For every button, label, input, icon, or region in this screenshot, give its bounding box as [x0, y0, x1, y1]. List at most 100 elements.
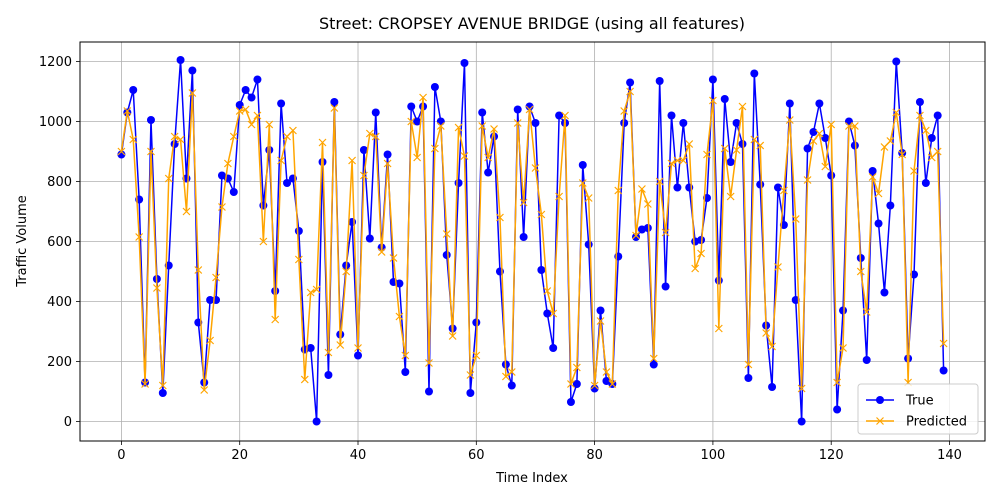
- predicted-point: [809, 137, 818, 145]
- predicted-point: [123, 107, 132, 115]
- predicted-point: [614, 186, 623, 195]
- true-point: [466, 389, 475, 397]
- predicted-point: [218, 203, 226, 211]
- predicted-point: [312, 285, 321, 294]
- predicted-point: [164, 174, 173, 183]
- predicted-point: [537, 210, 546, 219]
- true-point: [602, 377, 611, 385]
- predicted-point: [555, 192, 564, 201]
- predicted-point: [389, 254, 398, 262]
- predicted-point: [436, 122, 445, 130]
- predicted-point: [667, 159, 676, 168]
- predicted-point: [726, 192, 735, 201]
- predicted-point: [117, 147, 126, 156]
- true-point: [791, 296, 800, 304]
- predicted-point: [318, 138, 327, 147]
- predicted-point: [927, 153, 936, 162]
- true-point: [661, 282, 670, 291]
- true-point: [436, 117, 445, 126]
- true-point: [827, 171, 836, 180]
- predicted-line: [120, 90, 945, 391]
- true-point: [129, 86, 138, 94]
- predicted-point: [845, 122, 853, 130]
- true-point: [572, 380, 581, 388]
- true-point: [679, 119, 688, 127]
- true-point: [413, 117, 422, 126]
- ticks: 0 20 40 60 80 100 120 140 0 200 400 600 800 1000 1200: [39, 55, 962, 463]
- true-point: [797, 417, 806, 426]
- predicted-point: [229, 132, 238, 141]
- true-point: [933, 111, 942, 120]
- true-point: [714, 276, 723, 285]
- predicted-point: [756, 141, 765, 150]
- predicted-point: [383, 159, 392, 168]
- x-tick-label: 140: [937, 448, 962, 463]
- x-tick-label: 120: [819, 448, 844, 463]
- true-point: [430, 83, 439, 91]
- true-point: [750, 69, 759, 78]
- predicted-point: [336, 341, 345, 349]
- true-point: [543, 309, 552, 318]
- predicted-point: [324, 348, 333, 357]
- predicted-point: [507, 368, 516, 376]
- true-point: [525, 102, 534, 111]
- predicted-point: [821, 162, 830, 171]
- predicted-point: [407, 117, 416, 126]
- predicted-point: [874, 189, 883, 198]
- predicted-point: [223, 159, 232, 168]
- predicted-point: [359, 171, 368, 180]
- x-tick-label: 100: [700, 448, 725, 463]
- true-point: [809, 128, 818, 136]
- true-point: [910, 270, 919, 279]
- predicted-point: [306, 288, 315, 297]
- true-point: [395, 279, 404, 288]
- predicted-point: [939, 339, 948, 348]
- predicted-point: [862, 308, 871, 316]
- true-point: [708, 75, 717, 84]
- predicted-point: [632, 231, 640, 240]
- predicted-point: [472, 351, 481, 360]
- predicted-point: [294, 255, 303, 264]
- predicted-point: [649, 354, 658, 363]
- predicted-point: [868, 173, 877, 181]
- true-point: [241, 86, 250, 94]
- predicted-point: [401, 351, 410, 360]
- x-tick-label: 60: [468, 448, 485, 463]
- true-point: [590, 384, 599, 393]
- y-tick-label: 600: [47, 235, 72, 250]
- true-point: [555, 111, 564, 120]
- true-point: [738, 140, 747, 148]
- predicted-point: [277, 156, 286, 165]
- predicted-point: [513, 119, 522, 127]
- true-point: [217, 171, 226, 180]
- true-point: [839, 306, 848, 315]
- true-point: [354, 351, 363, 360]
- true-point: [880, 288, 889, 297]
- true-point: [472, 318, 481, 327]
- chart-title: Street: CROPSEY AVENUE BRIDGE (using all…: [319, 14, 745, 33]
- predicted-point: [152, 284, 161, 292]
- true-point: [206, 296, 215, 304]
- predicted-point: [354, 344, 362, 352]
- predicted-point: [300, 375, 309, 384]
- predicted-point: [714, 324, 723, 333]
- true-point: [744, 374, 753, 382]
- legend: True Predicted: [857, 383, 979, 435]
- true-point: [531, 119, 540, 127]
- predicted-point: [348, 156, 357, 165]
- true-point: [549, 344, 558, 352]
- predicted-point: [365, 129, 374, 138]
- predicted-point: [886, 137, 895, 145]
- predicted-point: [141, 380, 149, 388]
- true-point: [655, 77, 664, 85]
- true-point: [229, 188, 238, 196]
- true-point: [821, 134, 830, 142]
- true-point: [513, 105, 522, 114]
- predicted-point: [697, 249, 706, 258]
- true-point: [484, 168, 493, 177]
- true-point: [277, 99, 286, 108]
- true-point: [596, 306, 605, 315]
- true-point: [756, 180, 765, 189]
- predicted-point: [377, 248, 386, 256]
- true-point: [620, 119, 629, 127]
